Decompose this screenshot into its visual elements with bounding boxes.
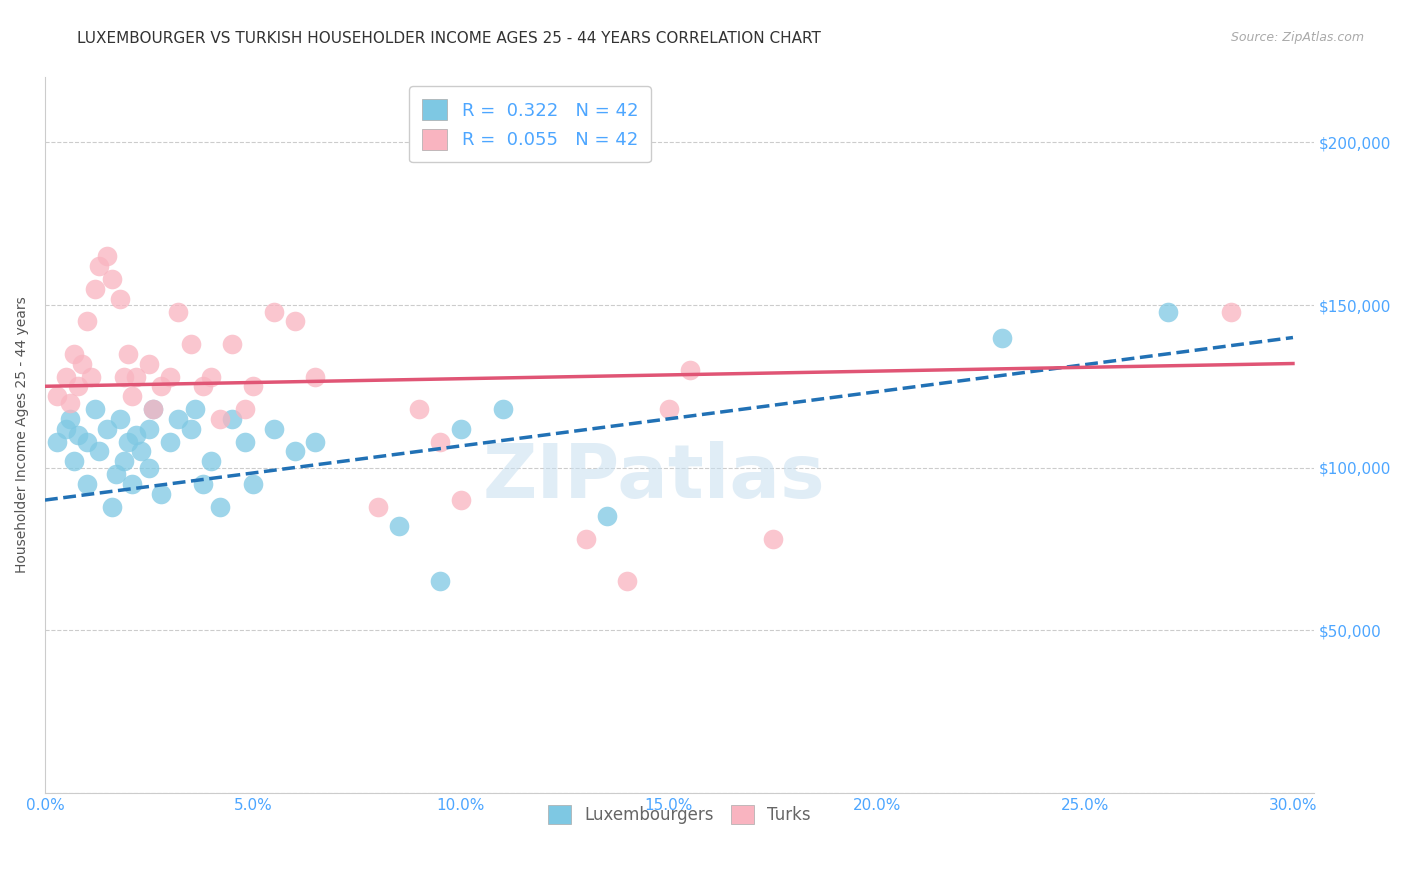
Point: [59, 395, 82, 409]
Point: [55, 369, 77, 384]
Point: [450, 493, 472, 508]
Point: [63, 454, 86, 468]
Point: [159, 369, 181, 384]
Point: [221, 337, 243, 351]
Point: [96, 421, 118, 435]
Point: [429, 434, 451, 449]
Point: [108, 411, 131, 425]
Point: [46, 389, 69, 403]
Point: [72, 357, 94, 371]
Point: [129, 444, 152, 458]
Point: [125, 369, 148, 384]
Point: [87, 444, 110, 458]
Point: [117, 434, 139, 449]
Point: [191, 379, 214, 393]
Point: [76, 434, 98, 449]
Y-axis label: Householder Income Ages 25 - 44 years: Householder Income Ages 25 - 44 years: [15, 297, 30, 574]
Point: [208, 411, 231, 425]
Text: LUXEMBOURGER VS TURKISH HOUSEHOLDER INCOME AGES 25 - 44 YEARS CORRELATION CHART: LUXEMBOURGER VS TURKISH HOUSEHOLDER INCO…: [77, 31, 821, 46]
Point: [679, 363, 702, 377]
Point: [304, 369, 326, 384]
Point: [575, 532, 598, 546]
Point: [200, 369, 222, 384]
Point: [63, 347, 86, 361]
Point: [100, 500, 122, 514]
Point: [150, 379, 173, 393]
Point: [387, 519, 409, 533]
Point: [142, 402, 165, 417]
Point: [76, 314, 98, 328]
Point: [104, 467, 127, 481]
Point: [142, 402, 165, 417]
Point: [59, 411, 82, 425]
Point: [450, 421, 472, 435]
Text: ZIPatlas: ZIPatlas: [482, 442, 825, 515]
Point: [167, 411, 190, 425]
Point: [304, 434, 326, 449]
Point: [233, 402, 256, 417]
Point: [263, 421, 285, 435]
Point: [76, 476, 98, 491]
Point: [284, 444, 307, 458]
Point: [200, 454, 222, 468]
Point: [150, 486, 173, 500]
Point: [138, 421, 160, 435]
Point: [159, 434, 181, 449]
Point: [263, 304, 285, 318]
Point: [100, 272, 122, 286]
Point: [1157, 304, 1180, 318]
Point: [1219, 304, 1241, 318]
Point: [112, 369, 135, 384]
Point: [184, 402, 207, 417]
Point: [180, 337, 202, 351]
Point: [67, 428, 90, 442]
Point: [117, 347, 139, 361]
Point: [96, 249, 118, 263]
Point: [221, 411, 243, 425]
Point: [180, 421, 202, 435]
Point: [491, 402, 513, 417]
Point: [595, 509, 617, 524]
Point: [83, 402, 105, 417]
Point: [233, 434, 256, 449]
Point: [67, 379, 90, 393]
Point: [46, 434, 69, 449]
Point: [242, 476, 264, 491]
Point: [112, 454, 135, 468]
Point: [762, 532, 785, 546]
Point: [55, 421, 77, 435]
Point: [367, 500, 389, 514]
Point: [429, 574, 451, 589]
Point: [108, 292, 131, 306]
Point: [616, 574, 638, 589]
Point: [990, 330, 1012, 344]
Point: [208, 500, 231, 514]
Point: [167, 304, 190, 318]
Point: [658, 402, 681, 417]
Point: [83, 282, 105, 296]
Point: [191, 476, 214, 491]
Point: [121, 476, 143, 491]
Point: [408, 402, 430, 417]
Point: [125, 428, 148, 442]
Point: [242, 379, 264, 393]
Point: [80, 369, 103, 384]
Text: Source: ZipAtlas.com: Source: ZipAtlas.com: [1230, 31, 1364, 45]
Point: [138, 460, 160, 475]
Point: [138, 357, 160, 371]
Point: [121, 389, 143, 403]
Legend: Luxembourgers, Turks: Luxembourgers, Turks: [538, 795, 821, 834]
Point: [284, 314, 307, 328]
Point: [87, 259, 110, 273]
